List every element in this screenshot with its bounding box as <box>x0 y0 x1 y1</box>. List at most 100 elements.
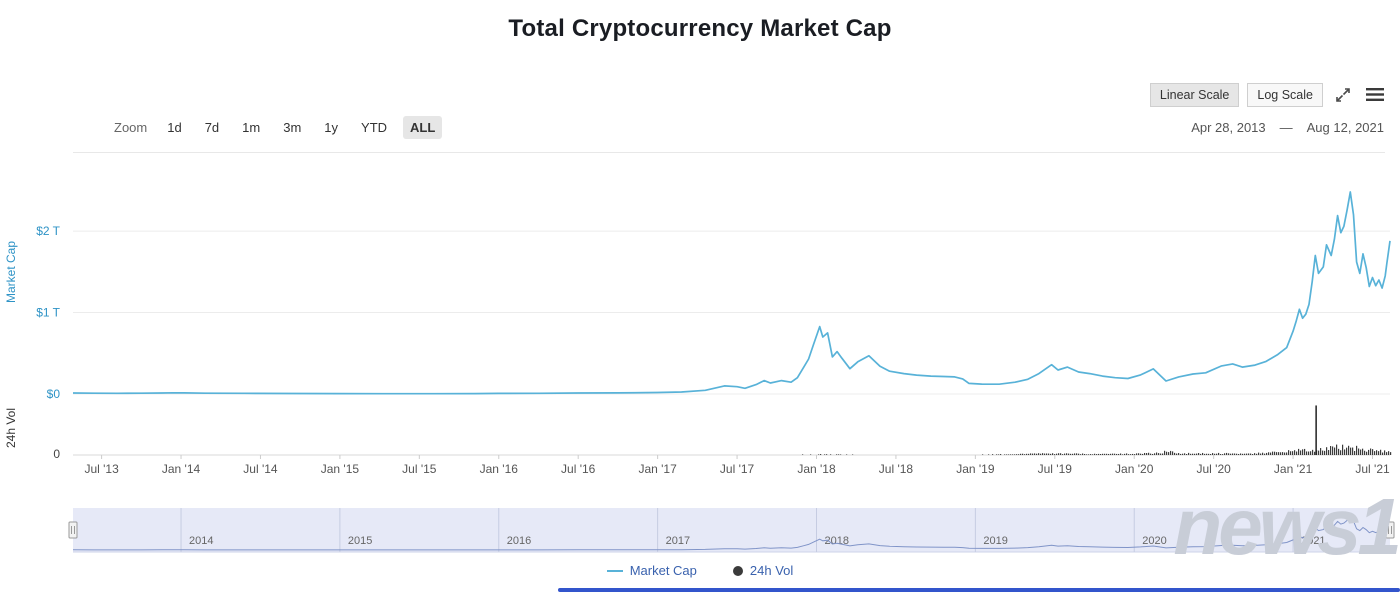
navigator-year-label: 2015 <box>348 535 372 547</box>
volume-bar <box>1006 454 1008 455</box>
zoom-button-ytd[interactable]: YTD <box>354 116 394 139</box>
navigator-year-label: 2017 <box>666 535 690 547</box>
volume-bar <box>1134 454 1136 455</box>
zoom-button-7d[interactable]: 7d <box>198 116 226 139</box>
volume-bar <box>1068 453 1070 455</box>
volume-bar <box>1116 453 1118 455</box>
volume-bar <box>1202 452 1204 455</box>
volume-bar <box>1140 453 1142 455</box>
volume-bar <box>826 454 828 455</box>
volume-bar <box>1018 454 1020 455</box>
volume-bar <box>1156 452 1158 455</box>
zoom-button-all[interactable]: ALL <box>403 116 443 139</box>
volume-bar <box>1060 453 1062 455</box>
volume-bar <box>1034 453 1036 455</box>
volume-bar <box>824 454 826 455</box>
volume-bar <box>1232 453 1234 455</box>
volume-bar <box>1294 450 1296 455</box>
volume-bar <box>830 454 832 455</box>
volume-bar <box>1066 453 1068 455</box>
navigator-year-label: 2019 <box>983 535 1007 547</box>
volume-bar <box>1256 453 1258 455</box>
volume-bar <box>1164 450 1166 455</box>
volume-bar <box>1334 447 1336 455</box>
volume-bar <box>1336 444 1338 455</box>
zoom-button-1m[interactable]: 1m <box>235 116 267 139</box>
zoom-button-1d[interactable]: 1d <box>160 116 188 139</box>
navigator[interactable] <box>73 508 1390 552</box>
volume-bar <box>1376 450 1378 455</box>
volume-bar <box>1200 453 1202 455</box>
volume-bar <box>1126 453 1128 455</box>
volume-bar <box>1028 453 1030 455</box>
volume-bar <box>1168 452 1170 455</box>
volume-bar <box>1228 453 1230 455</box>
circle-marker-icon <box>732 565 743 576</box>
volume-bar <box>1142 453 1144 455</box>
volume-bar <box>1186 454 1188 455</box>
volume-bar <box>1348 445 1350 455</box>
date-from-input[interactable]: Apr 28, 2013 <box>1191 120 1266 135</box>
zoom-controls: Zoom 1d 7d 1m 3m 1y YTD ALL <box>114 116 443 139</box>
y-axis-label-market-cap: $0 <box>47 387 61 401</box>
volume-bar <box>1160 453 1162 455</box>
volume-bar <box>1138 453 1140 455</box>
zoom-label: Zoom <box>114 120 148 135</box>
volume-bar <box>1114 453 1116 455</box>
volume-bar <box>1144 452 1146 455</box>
news1-watermark: news1 <box>1173 482 1400 571</box>
volume-bar <box>1048 453 1050 455</box>
volume-bar <box>1262 452 1264 455</box>
volume-bar <box>1254 453 1256 455</box>
volume-bar <box>1166 451 1168 455</box>
volume-bar <box>1062 454 1064 455</box>
zoom-button-1y[interactable]: 1y <box>317 116 345 139</box>
volume-bar <box>1378 451 1380 455</box>
x-axis-label: Jul '19 <box>1038 462 1073 476</box>
volume-bar <box>1118 453 1120 455</box>
volume-bar <box>1340 450 1342 455</box>
volume-bar <box>1352 447 1354 455</box>
hamburger-menu-icon[interactable] <box>1363 83 1387 107</box>
x-axis-label: Jul '15 <box>402 462 437 476</box>
news1-watermark-underline <box>558 588 1400 592</box>
date-to-input[interactable]: Aug 12, 2021 <box>1306 120 1384 135</box>
volume-bar <box>1320 448 1322 455</box>
x-axis-label: Jul '13 <box>84 462 119 476</box>
volume-bar <box>1130 454 1132 455</box>
legend-item-market-cap[interactable]: Market Cap <box>606 563 697 578</box>
volume-bar <box>1282 452 1284 455</box>
volume-bar <box>1206 453 1208 455</box>
volume-bar <box>1008 454 1010 455</box>
volume-bar <box>1154 453 1156 455</box>
volume-bar <box>1188 452 1190 455</box>
page-title: Total Cryptocurrency Market Cap <box>508 15 892 42</box>
volume-bar <box>1312 449 1314 455</box>
navigator-left-handle[interactable] <box>68 521 78 539</box>
volume-bar <box>1292 451 1294 455</box>
x-axis-label: Jan '18 <box>797 462 836 476</box>
line-marker-icon <box>606 569 623 572</box>
market-cap-line <box>72 191 1391 395</box>
volume-bar <box>852 454 854 455</box>
legend-label-24h-vol: 24h Vol <box>749 563 794 578</box>
volume-bar <box>1328 450 1330 455</box>
volume-bar <box>1150 453 1152 455</box>
plot-area[interactable] <box>73 160 1390 455</box>
toolbar-divider <box>73 152 1385 153</box>
volume-bar <box>810 454 812 455</box>
volume-bar <box>1230 453 1232 455</box>
log-scale-button[interactable]: Log Scale <box>1247 83 1323 107</box>
volume-bar <box>1350 447 1352 455</box>
legend-item-24h-vol[interactable]: 24h Vol <box>732 563 794 578</box>
fullscreen-expand-icon[interactable] <box>1331 83 1355 107</box>
linear-scale-button[interactable]: Linear Scale <box>1149 83 1240 107</box>
zoom-button-3m[interactable]: 3m <box>276 116 308 139</box>
x-axis-label: Jan '20 <box>1115 462 1154 476</box>
volume-bar <box>1366 451 1368 455</box>
volume-bar <box>1346 447 1348 455</box>
volume-bar <box>1386 452 1388 455</box>
navigator-year-label: 2016 <box>507 535 531 547</box>
volume-bar <box>1272 451 1274 455</box>
